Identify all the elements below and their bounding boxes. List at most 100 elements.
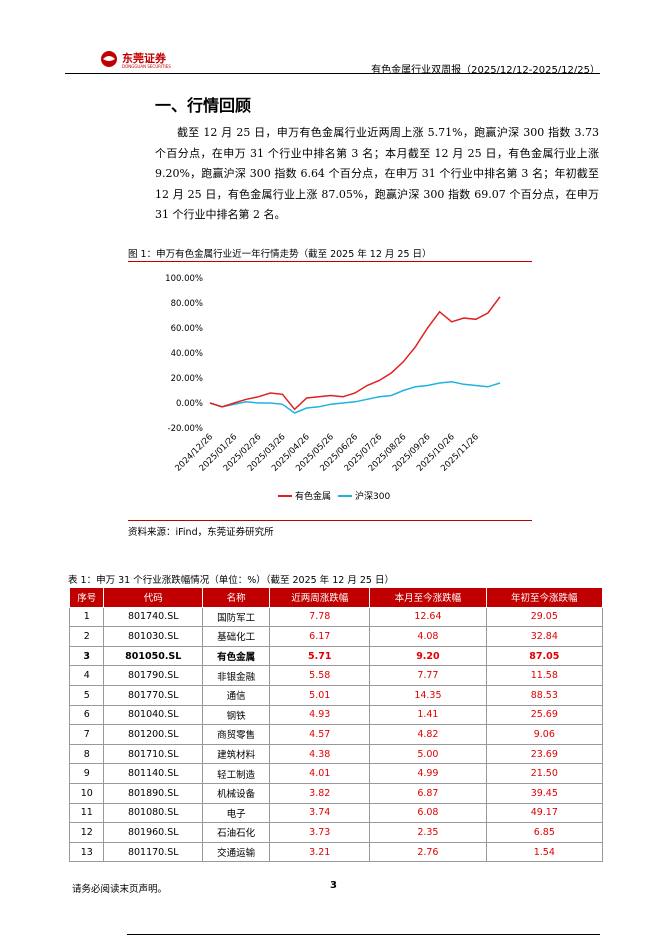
table-cell: 2.35 [369, 822, 487, 843]
table-cell: 有色金属 [202, 645, 271, 667]
table-cell: 8 [68, 743, 105, 765]
table-cell: 5.00 [369, 743, 487, 765]
table-cell: 1.54 [485, 841, 604, 863]
y-tick-label: 20.00% [171, 374, 203, 384]
chart: 100.00% 80.00% 60.00% 40.00% 20.00% 0.00% -20.… [165, 274, 501, 502]
table-cell: 801140.SL [103, 763, 204, 784]
header-cell: 近两周涨跌幅 [269, 587, 371, 608]
table: 序号 代码 名称 近两周涨跌幅 本月至今涨跌幅 年初至今涨跌幅 1 801740.SL 国防军工… [68, 587, 604, 863]
table-cell: 钢铁 [202, 704, 271, 726]
table-cell: 87.05 [485, 645, 604, 667]
table-cell: 4.01 [269, 763, 371, 784]
table-row: 12 801960.SL 石油石化 3.73 2.35 6.85 [68, 822, 604, 843]
table-row: 2 801030.SL 基础化工 6.17 4.08 32.84 [68, 626, 604, 647]
table-cell: 7 [68, 724, 105, 745]
table-cell: 49.17 [485, 802, 604, 824]
table-row: 5 801770.SL 通信 5.01 14.35 88.53 [68, 684, 604, 706]
table-cell: 12.64 [369, 606, 487, 628]
header-cell: 本月至今涨跌幅 [369, 587, 487, 608]
table-cell: 4.57 [269, 724, 371, 745]
table-cell: 4.99 [369, 763, 487, 784]
source-rule [128, 520, 532, 521]
table-cell: 801790.SL [103, 665, 204, 686]
table-cell: 5.71 [269, 645, 371, 667]
table-cell: 23.69 [485, 743, 604, 765]
header-cell: 序号 [68, 587, 105, 608]
table-row: 8 801710.SL 建筑材料 4.38 5.00 23.69 [68, 743, 604, 765]
table-cell: 11.58 [485, 665, 604, 686]
y-tick-label: -20.00% [168, 424, 203, 434]
y-tick-label: 60.00% [171, 324, 203, 334]
table-row: 11 801080.SL 电子 3.74 6.08 49.17 [68, 802, 604, 824]
table-cell: 4.08 [369, 626, 487, 647]
bottom-rule [127, 934, 600, 935]
table-cell: 3.73 [269, 822, 371, 843]
table-cell: 2 [68, 626, 105, 647]
table-cell: 9.06 [485, 724, 604, 745]
y-tick-label: 40.00% [171, 349, 203, 359]
table-cell: 801200.SL [103, 724, 204, 745]
table-cell: 3.21 [269, 841, 371, 863]
table-cell: 801050.SL [103, 645, 204, 667]
table-cell: 801770.SL [103, 684, 204, 706]
logo-text: 东莞证券 [122, 52, 166, 65]
table-cell: 2.76 [369, 841, 487, 863]
table-cell: 7.78 [269, 606, 371, 628]
table-cell: 5 [68, 684, 105, 706]
table-cell: 10 [68, 782, 105, 804]
table-cell: 29.05 [485, 606, 604, 628]
header-rule [65, 73, 600, 74]
table-cell: 4.82 [369, 724, 487, 745]
table-caption: 表 1：申万 31 个行业涨跌幅情况（单位：%）（截至 2025 年 12 月 … [68, 575, 394, 586]
table-cell: 801170.SL [103, 841, 204, 863]
table-cell: 1 [68, 606, 105, 628]
table-cell: 3.82 [269, 782, 371, 804]
header-cell: 年初至今涨跌幅 [485, 587, 604, 608]
table-cell: 轻工制造 [202, 763, 271, 784]
table-cell: 801890.SL [103, 782, 204, 804]
table-cell: 基础化工 [202, 626, 271, 647]
table-row: 13 801170.SL 交通运输 3.21 2.76 1.54 [68, 841, 604, 863]
table-cell: 商贸零售 [202, 724, 271, 745]
table-cell: 14.35 [369, 684, 487, 706]
source: 资料来源：iFind，东莞证券研究所 [128, 527, 274, 538]
caption-rule [128, 261, 532, 262]
legend-label: 有色金属 [295, 490, 331, 502]
table-row: 10 801890.SL 机械设备 3.82 6.87 39.45 [68, 782, 604, 804]
table-row: 1 801740.SL 国防军工 7.78 12.64 29.05 [68, 606, 604, 628]
table-cell: 9.20 [369, 645, 487, 667]
table-header-row: 序号 代码 名称 近两周涨跌幅 本月至今涨跌幅 年初至今涨跌幅 [68, 587, 604, 608]
table-cell: 5.01 [269, 684, 371, 706]
table-cell: 12 [68, 822, 105, 843]
footer-disclaimer: 请务必阅读末页声明。 [72, 884, 168, 895]
table-cell: 801960.SL [103, 822, 204, 843]
table-cell: 32.84 [485, 626, 604, 647]
table-cell: 7.77 [369, 665, 487, 686]
y-tick-label: 100.00% [165, 274, 203, 284]
table-cell: 801710.SL [103, 743, 204, 765]
logo-sub: DONGGUAN SECURITIES [122, 64, 171, 69]
table-cell: 4.38 [269, 743, 371, 765]
table-cell: 通信 [202, 684, 271, 706]
table-cell: 801080.SL [103, 802, 204, 824]
y-tick-label: 80.00% [171, 299, 203, 309]
line-series [209, 296, 501, 411]
table-cell: 6.87 [369, 782, 487, 804]
table-cell: 25.69 [485, 704, 604, 726]
table-cell: 机械设备 [202, 782, 271, 804]
table-cell: 3 [68, 645, 105, 667]
legend-label: 沪深300 [355, 490, 390, 502]
section-title: 一、行情回顾 [155, 96, 252, 115]
header-cell: 代码 [103, 587, 204, 608]
table-cell: 39.45 [485, 782, 604, 804]
table-cell: 4.93 [269, 704, 371, 726]
table-cell: 801740.SL [103, 606, 204, 628]
table-cell: 交通运输 [202, 841, 271, 863]
table-cell: 1.41 [369, 704, 487, 726]
table-cell: 6.08 [369, 802, 487, 824]
table-cell: 石油石化 [202, 822, 271, 843]
table-row: 7 801200.SL 商贸零售 4.57 4.82 9.06 [68, 724, 604, 745]
paragraph: 截至 12 月 25 日，申万有色金属行业近两周上涨 5.71%，跑赢沪深 30… [155, 126, 599, 221]
header-title: 有色金属行业双周报（2025/12/12-2025/12/25） [371, 65, 600, 76]
